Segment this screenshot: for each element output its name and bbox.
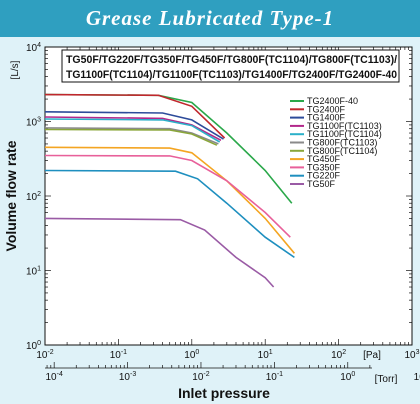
legend-label-TG450F: TG450F [307,154,341,164]
series-line-TG1100F(TC1104) [44,118,221,143]
y-tick-label: 102 [26,191,41,203]
legend-label-TG2400F: TG2400F [307,104,346,114]
legend-label-TG800F(TC1103): TG800F(TC1103) [307,138,377,148]
plot-area [44,46,413,346]
models-line-2: TG1100F(TC1104)/TG1100F(TC1103)/TG1400F/… [66,69,397,81]
models-box [61,49,400,83]
series-line-TG450F [44,146,296,254]
series-line-TG800F(TC1104) [44,128,218,146]
y-tick-label: 100 [26,340,41,352]
legend-label-TG2400F-40: TG2400F-40 [307,96,358,106]
x-tick-label: 103 [404,349,419,361]
x-tick-label: 102 [331,349,346,361]
y-tick-label: 101 [26,266,41,278]
torr-tick-label: 10-4 [45,371,62,383]
x-axis-title: Inlet pressure [178,385,270,401]
legend-label-TG1100F(TC1103): TG1100F(TC1103) [307,121,382,131]
legend-label-TG1400F: TG1400F [307,113,346,123]
series-line-TG50F [44,217,275,288]
x-unit-torr: [Torr] [375,374,398,385]
torr-tick-label: 101 [414,371,420,383]
series-line-TG2400F [44,93,226,139]
x-tick-label: 10-1 [110,349,127,361]
x-tick-label: 10-2 [36,349,53,361]
x-unit-pa: [Pa] [363,350,381,361]
x-tick-label: 100 [184,349,199,361]
series-line-TG1400F [44,111,224,140]
x-tick-label: 101 [258,349,273,361]
torr-tick-label: 10-2 [192,371,209,383]
y-unit: [L/s] [10,60,21,79]
series-line-TG800F(TC1103) [44,127,219,145]
legend-label-TG800F(TC1104): TG800F(TC1104) [307,146,377,156]
legend-label-TG350F: TG350F [307,162,341,172]
y-axis-title: Volume flow rate [3,140,19,251]
legend-label-TG220F: TG220F [307,171,341,181]
torr-tick-label: 10-1 [266,371,283,383]
torr-tick-label: 10-3 [119,371,136,383]
y-tick-label: 104 [26,42,41,54]
series-line-TG1100F(TC1103) [44,116,222,142]
legend-label-TG1100F(TC1104): TG1100F(TC1104) [307,129,382,139]
y-tick-label: 103 [26,117,41,129]
torr-tick-label: 100 [340,371,355,383]
series-line-TG350F [44,154,291,238]
models-line-1: TG50F/TG220F/TG350F/TG450F/TG800F(TC1104… [66,54,397,66]
banner-title: Grease Lubricated Type-1 [85,6,335,30]
title-banner: Grease Lubricated Type-1 [0,0,420,37]
legend-label-TG50F: TG50F [307,179,336,189]
series-line-TG220F [44,169,295,259]
